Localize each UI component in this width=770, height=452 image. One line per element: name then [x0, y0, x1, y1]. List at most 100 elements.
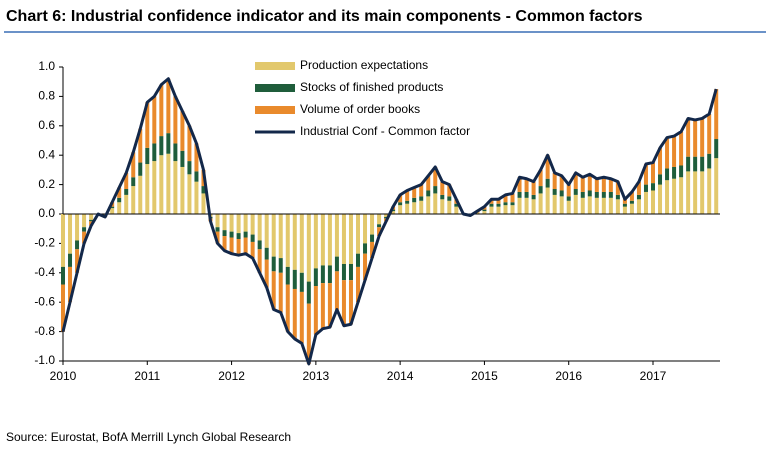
- bar-segment: [496, 203, 501, 207]
- bar-segment: [524, 178, 529, 192]
- bar-segment: [447, 184, 452, 197]
- bar-segment: [489, 203, 494, 207]
- bar-segment: [152, 96, 157, 144]
- bar-segment: [594, 197, 599, 214]
- bar-segment: [124, 194, 129, 214]
- bar-segment: [145, 164, 150, 214]
- bar-segment: [412, 202, 417, 214]
- bar-segment: [82, 214, 87, 228]
- bar-segment: [651, 162, 655, 184]
- bar-segment: [201, 193, 206, 214]
- bar-segment: [75, 214, 80, 241]
- bar-segment: [629, 203, 634, 214]
- bar-segment: [580, 191, 585, 198]
- bar-segment: [615, 181, 620, 195]
- bar-segment: [679, 177, 684, 214]
- chart-title: Chart 6: Industrial confidence indicator…: [6, 8, 643, 25]
- bar-segment: [587, 174, 592, 191]
- bar-segment: [672, 178, 677, 214]
- bar-segment: [370, 214, 375, 235]
- source-note: Source: Eurostat, BofA Merrill Lynch Glo…: [6, 430, 291, 444]
- bar-segment: [89, 214, 94, 220]
- bar-segment: [131, 186, 136, 214]
- bar-segment: [531, 199, 536, 214]
- bar-segment: [714, 139, 719, 159]
- bar-segment: [320, 283, 325, 329]
- bar-segment: [299, 214, 304, 273]
- y-tick-label: 0.2: [38, 177, 55, 191]
- bar-segment: [75, 240, 80, 250]
- bar-segment: [320, 265, 325, 284]
- bar-segment: [426, 196, 431, 214]
- bar-segment: [187, 125, 192, 162]
- bar-segment: [700, 156, 705, 172]
- bar-segment: [236, 238, 241, 256]
- bar-segment: [348, 263, 353, 281]
- y-tick-label: -0.6: [34, 294, 55, 308]
- bar-segment: [243, 231, 248, 238]
- bar-segment: [363, 253, 368, 281]
- bar-segment: [651, 190, 655, 214]
- line-series: [61, 77, 718, 366]
- bar-segment: [672, 166, 677, 179]
- bar-segment: [159, 136, 164, 156]
- bar-segment: [538, 186, 543, 194]
- bar-segment: [496, 199, 501, 204]
- bar-segment: [545, 155, 550, 179]
- bar-segment: [615, 199, 620, 214]
- bar-segment: [559, 175, 564, 191]
- bar-segment: [482, 211, 487, 214]
- y-tick-label: 0.8: [38, 89, 55, 103]
- bar-segment: [306, 281, 311, 304]
- y-tick-label: -1.0: [34, 353, 55, 367]
- bar-segment: [61, 284, 65, 332]
- bar-segment: [285, 284, 290, 332]
- x-tick-label: 2010: [50, 369, 77, 383]
- bar-segment: [194, 143, 199, 172]
- bar-segment: [82, 227, 87, 232]
- bar-segment: [608, 178, 613, 192]
- bar-segment: [552, 172, 557, 190]
- y-tick-label: -0.4: [34, 265, 55, 279]
- bar-segment: [440, 181, 445, 195]
- bar-segment: [594, 178, 599, 192]
- bar-segment: [348, 280, 353, 325]
- legend-label: Production expectations: [300, 58, 428, 72]
- legend-label: Volume of order books: [300, 102, 420, 116]
- bar-segment: [665, 180, 670, 214]
- bar-segment: [152, 161, 157, 214]
- bar-segment: [117, 202, 122, 214]
- bar-segment: [285, 266, 290, 285]
- bar-segment: [700, 171, 705, 214]
- bar-segment: [559, 196, 564, 214]
- bar-segment: [643, 184, 648, 192]
- bar-segment: [566, 200, 571, 214]
- bar-segment: [187, 161, 192, 175]
- bar-segment: [110, 208, 115, 214]
- bar-segment: [707, 168, 712, 214]
- bar-segment: [433, 186, 438, 194]
- bar-segment: [608, 191, 613, 198]
- x-tick-label: 2012: [218, 369, 245, 383]
- bar-segment: [643, 164, 648, 185]
- bar-segment: [377, 214, 382, 225]
- bar-segment: [82, 231, 87, 244]
- bar-segment: [334, 256, 339, 272]
- bar-segment: [573, 189, 578, 195]
- bar-segment: [215, 231, 220, 244]
- bar-segment: [384, 216, 389, 219]
- bar-segment: [166, 133, 171, 154]
- bar-segment: [229, 237, 234, 254]
- bar-segment: [707, 153, 712, 169]
- bar-segment: [405, 200, 410, 204]
- bar-segment: [622, 203, 627, 207]
- bar-segment: [707, 114, 712, 154]
- bar-segment: [693, 171, 698, 214]
- bar-segment: [665, 168, 670, 181]
- bar-segment: [334, 214, 339, 257]
- bar-segment: [517, 197, 522, 214]
- bar-segment: [426, 190, 431, 197]
- bar-segment: [138, 162, 143, 176]
- bar-segment: [629, 200, 634, 204]
- bar-segment: [580, 177, 585, 192]
